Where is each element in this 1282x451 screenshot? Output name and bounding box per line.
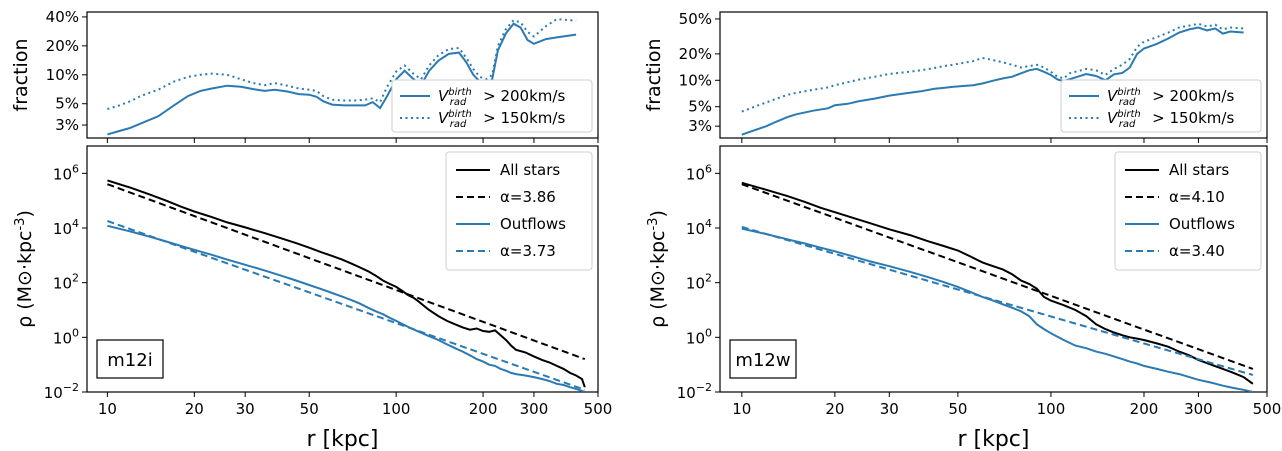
bottom-series-line-2 bbox=[107, 183, 586, 361]
top-ytick-label: 50% bbox=[679, 10, 712, 28]
top-series-line-1 bbox=[741, 26, 1244, 136]
bottom-legend-box bbox=[445, 151, 593, 271]
bottom-xtick-label: 100 bbox=[382, 400, 411, 418]
top-series-line-2 bbox=[107, 18, 577, 111]
bottom-xtick-label: 30 bbox=[880, 400, 899, 418]
bottom-ytick-label: 106 bbox=[53, 162, 79, 183]
bottom-axes: 10−2 100 102 104 106 10 20 30 50 100 200 300 500 r [k… bbox=[646, 145, 1282, 451]
bottom-series-line-3 bbox=[741, 227, 1254, 392]
bottom-xtick-label: 300 bbox=[1184, 400, 1213, 418]
bottom-xtick-label: 10 bbox=[98, 400, 117, 418]
bottom-xtick-label: 200 bbox=[1130, 400, 1159, 418]
top-legend-label-2: Vbirth rad > 150km/s bbox=[438, 109, 565, 130]
bottom-ytick-label: 100 bbox=[53, 326, 79, 347]
bottom-legend: All stars α=3.86 Outflows α=3.73 bbox=[445, 151, 593, 271]
bottom-series-line-4 bbox=[107, 220, 586, 391]
top-legend-box bbox=[1060, 79, 1262, 133]
halo-tag: m12w bbox=[729, 339, 797, 379]
top-ytick-label: 10% bbox=[46, 66, 79, 84]
bottom-xtick-label: 100 bbox=[1037, 400, 1066, 418]
bottom-xtick-label: 30 bbox=[236, 400, 255, 418]
bottom-xlabel: r [kpc] bbox=[306, 427, 378, 451]
top-legend-label-1: Vbirth rad > 200km/s bbox=[1107, 87, 1234, 108]
top-axes-frame bbox=[719, 11, 1268, 139]
bottom-axes-frame bbox=[719, 145, 1268, 393]
halo-tag: m12i bbox=[96, 339, 164, 379]
bottom-xtick-label: 500 bbox=[584, 400, 613, 418]
bottom-legend-label-3: Outflows bbox=[1169, 215, 1235, 233]
panel-right: 3%5% 10% 20% 50% fraction Vbirth rad > 200km/s… bbox=[643, 10, 1281, 451]
top-ytick-label: 3% bbox=[55, 116, 79, 134]
bottom-legend-label-2: α=3.86 bbox=[500, 188, 556, 206]
bottom-xtick-label: 50 bbox=[948, 400, 967, 418]
bottom-ytick-label: 104 bbox=[53, 217, 79, 238]
bottom-legend: All stars α=4.10 Outflows α=3.40 bbox=[1114, 151, 1262, 271]
bottom-xtick-label: 500 bbox=[1253, 400, 1282, 418]
bottom-legend-label-2: α=4.10 bbox=[1169, 188, 1225, 206]
top-ytick-label: 40% bbox=[46, 8, 79, 26]
bottom-ytick-label: 10−2 bbox=[44, 381, 79, 402]
bottom-xtick-label: 20 bbox=[185, 400, 204, 418]
top-ytick-label: 10% bbox=[679, 71, 712, 89]
bottom-xtick-label: 10 bbox=[732, 400, 751, 418]
bottom-ytick-label: 106 bbox=[686, 162, 712, 183]
top-ytick-label: 5% bbox=[55, 95, 79, 113]
top-ytick-label: 20% bbox=[679, 45, 712, 63]
bottom-series bbox=[107, 179, 586, 392]
halo-tag-box bbox=[729, 339, 797, 379]
top-ylabel: fraction bbox=[10, 39, 32, 112]
bottom-legend-label-4: α=3.40 bbox=[1169, 242, 1225, 260]
top-ytick-label: 5% bbox=[688, 98, 712, 116]
bottom-ytick-label: 10−2 bbox=[677, 381, 712, 402]
bottom-ytick-label: 104 bbox=[686, 217, 712, 238]
bottom-series-line-2 bbox=[741, 183, 1254, 370]
bottom-series-line-4 bbox=[741, 225, 1254, 376]
bottom-ytick-label: 102 bbox=[686, 272, 712, 293]
halo-tag-label: m12w bbox=[735, 350, 790, 371]
bottom-xtick-label: 20 bbox=[825, 400, 844, 418]
top-ytick-label: 20% bbox=[46, 37, 79, 55]
top-legend-box bbox=[391, 79, 593, 133]
bottom-ylabel: ρ (M⊙·kpc-3) bbox=[646, 210, 669, 328]
top-ylabel: fraction bbox=[643, 39, 665, 112]
bottom-series bbox=[741, 181, 1254, 392]
top-series-line-1 bbox=[107, 22, 577, 136]
bottom-ytick-label: 100 bbox=[686, 326, 712, 347]
bottom-legend-box bbox=[1114, 151, 1262, 271]
bottom-ytick-label: 102 bbox=[53, 272, 79, 293]
bottom-xtick-label: 300 bbox=[520, 400, 549, 418]
top-legend-label-2: Vbirth rad > 150km/s bbox=[1107, 109, 1234, 130]
bottom-ylabel: ρ (M⊙·kpc-3) bbox=[13, 210, 36, 328]
bottom-xlabel: r [kpc] bbox=[957, 427, 1029, 451]
bottom-xtick-label: 200 bbox=[469, 400, 498, 418]
top-axes: 3%5% 10% 20% 50% fraction Vbirth rad > 200km/s… bbox=[643, 10, 1268, 143]
panel-left: 3% 5% 10% 20% 40% fraction Vbirth rad > 200km/s… bbox=[10, 8, 612, 451]
halo-tag-box bbox=[96, 339, 164, 379]
bottom-legend-label-3: Outflows bbox=[500, 215, 566, 233]
bottom-legend-label-1: All stars bbox=[1169, 161, 1229, 179]
halo-tag-label: m12i bbox=[107, 350, 152, 371]
top-legend-label-1: Vbirth rad > 200km/s bbox=[438, 87, 565, 108]
bottom-series-line-1 bbox=[107, 179, 586, 388]
bottom-legend-label-1: All stars bbox=[500, 161, 560, 179]
bottom-axes: 10−2 100 102 104 106 10 20 30 50 100 200 300 500 r [k… bbox=[13, 145, 613, 451]
bottom-axes-frame bbox=[86, 145, 599, 393]
top-axes: 3% 5% 10% 20% 40% fraction Vbirth rad > 200km/s… bbox=[10, 8, 599, 143]
top-ytick-label: 3% bbox=[688, 117, 712, 135]
bottom-legend-label-4: α=3.73 bbox=[500, 242, 556, 260]
bottom-xtick-label: 50 bbox=[300, 400, 319, 418]
bottom-series-line-1 bbox=[741, 181, 1254, 385]
